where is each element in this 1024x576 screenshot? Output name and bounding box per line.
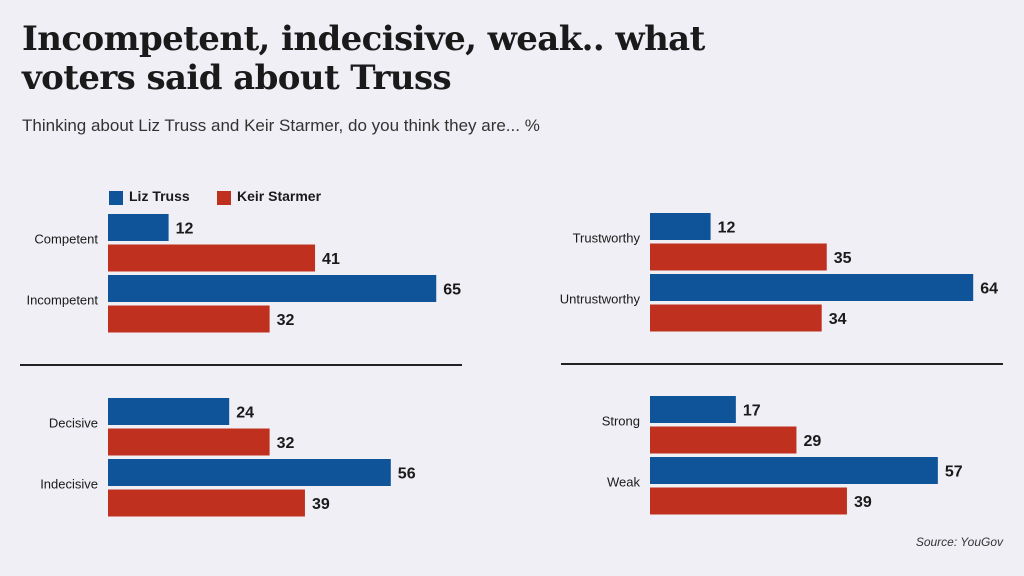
chart-panel-4: 17 29 Strong 57 39 Weak bbox=[602, 396, 963, 515]
data-label-indecisive-keir-starmer: 39 bbox=[312, 496, 330, 513]
data-label-weak-liz-truss: 57 bbox=[945, 464, 963, 481]
data-label-strong-liz-truss: 17 bbox=[743, 403, 761, 420]
chart-title: Incompetent, indecisive, weak.. what vot… bbox=[22, 19, 705, 98]
bar-indecisive-keir-starmer bbox=[108, 489, 305, 517]
category-label-indecisive: Indecisive bbox=[40, 477, 98, 492]
bar-trustworthy-keir-starmer bbox=[650, 243, 827, 271]
bar-weak-liz-truss bbox=[650, 457, 938, 484]
data-label-indecisive-liz-truss: 56 bbox=[398, 466, 416, 483]
data-label-decisive-liz-truss: 24 bbox=[236, 405, 254, 422]
bar-competent-keir-starmer bbox=[108, 244, 316, 272]
data-label-competent-keir-starmer: 41 bbox=[322, 251, 340, 268]
data-label-trustworthy-liz-truss: 12 bbox=[718, 220, 736, 237]
chart-subtitle: Thinking about Liz Truss and Keir Starme… bbox=[22, 116, 540, 135]
bar-weak-keir-starmer bbox=[650, 487, 847, 515]
data-label-decisive-keir-starmer: 32 bbox=[277, 435, 295, 452]
data-label-competent-liz-truss: 12 bbox=[176, 221, 194, 238]
bar-strong-keir-starmer bbox=[650, 426, 797, 454]
data-label-weak-keir-starmer: 39 bbox=[854, 494, 872, 511]
bar-untrustworthy-liz-truss bbox=[650, 274, 974, 301]
bar-trustworthy-liz-truss bbox=[650, 213, 711, 240]
category-label-decisive: Decisive bbox=[49, 416, 98, 431]
bar-competent-liz-truss bbox=[108, 214, 169, 241]
bar-decisive-liz-truss bbox=[108, 398, 230, 425]
bar-decisive-keir-starmer bbox=[108, 428, 270, 456]
legend-swatch-liz-truss bbox=[109, 191, 123, 205]
bar-incompetent-liz-truss bbox=[108, 275, 437, 302]
legend-label-keir-starmer: Keir Starmer bbox=[237, 188, 322, 204]
bar-strong-liz-truss bbox=[650, 396, 736, 423]
chart-panel-1: 12 41 Competent 65 32 Incompetent bbox=[26, 214, 461, 333]
data-label-strong-keir-starmer: 29 bbox=[803, 433, 821, 450]
chart-panel-2: 12 35 Trustworthy 64 34 Untrustworthy bbox=[560, 213, 998, 332]
data-label-incompetent-liz-truss: 65 bbox=[443, 282, 461, 299]
legend-swatch-keir-starmer bbox=[217, 191, 231, 205]
source-note: Source: YouGov bbox=[915, 535, 1003, 549]
category-label-untrustworthy: Untrustworthy bbox=[560, 292, 641, 307]
data-label-untrustworthy-keir-starmer: 34 bbox=[829, 311, 847, 328]
bar-untrustworthy-keir-starmer bbox=[650, 304, 822, 332]
category-label-trustworthy: Trustworthy bbox=[573, 231, 641, 246]
data-label-trustworthy-keir-starmer: 35 bbox=[834, 250, 852, 267]
data-label-untrustworthy-liz-truss: 64 bbox=[980, 281, 998, 298]
bar-indecisive-liz-truss bbox=[108, 459, 391, 486]
bar-incompetent-keir-starmer bbox=[108, 305, 270, 333]
legend-label-liz-truss: Liz Truss bbox=[129, 188, 190, 204]
data-label-incompetent-keir-starmer: 32 bbox=[277, 312, 295, 329]
category-label-incompetent: Incompetent bbox=[26, 293, 98, 308]
category-label-competent: Competent bbox=[34, 232, 98, 247]
chart-panel-3: 24 32 Decisive 56 39 Indecisive bbox=[40, 398, 416, 517]
category-label-strong: Strong bbox=[602, 414, 640, 429]
category-label-weak: Weak bbox=[607, 475, 640, 490]
